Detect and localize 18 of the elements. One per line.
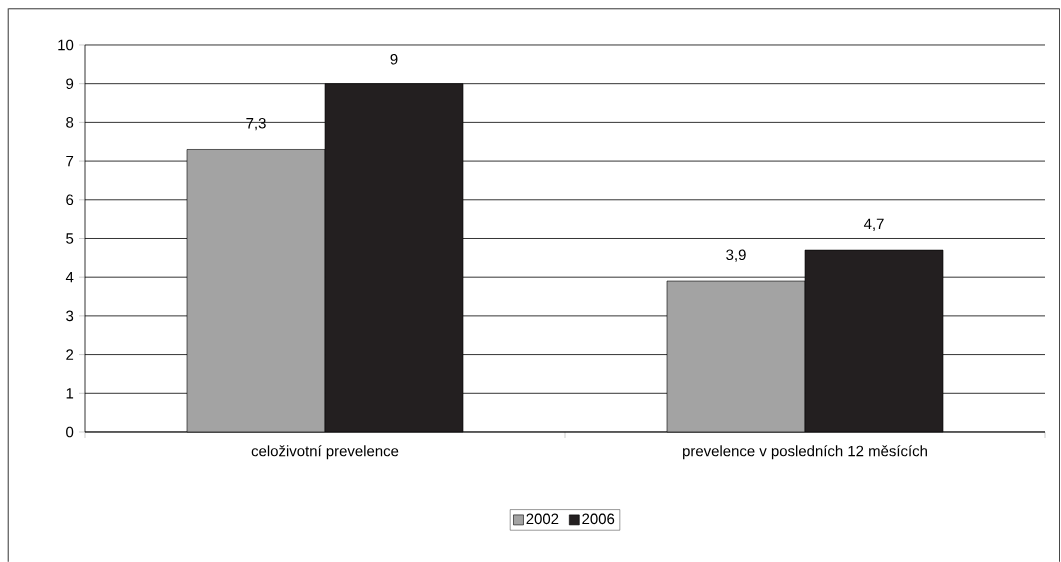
legend-label: 2002 [526,513,559,525]
data-label: 9 [390,53,398,65]
y-tick-label: 4 [65,272,74,283]
y-tick-label: 8 [66,117,74,128]
y-tick-label: 0 [66,426,74,438]
y-tick-label: 7 [66,155,74,167]
x-tick-label: celoživotní prevelence [251,445,399,460]
x-tick-label: prevelence v posledních 12 měsících [683,445,927,460]
y-tick-label: 2 [66,349,74,360]
data-label: 3,9 [726,249,746,262]
y-tick-label: 1 [66,388,74,399]
y-tick-label: 3 [66,310,74,322]
y-tick-label: 6 [66,194,74,206]
y-tick-label: 10 [58,39,74,51]
data-label: 4,7 [863,218,884,231]
legend-label: 2006 [582,513,615,525]
y-tick-label: 5 [66,233,74,244]
y-tick-label: 9 [66,78,74,89]
